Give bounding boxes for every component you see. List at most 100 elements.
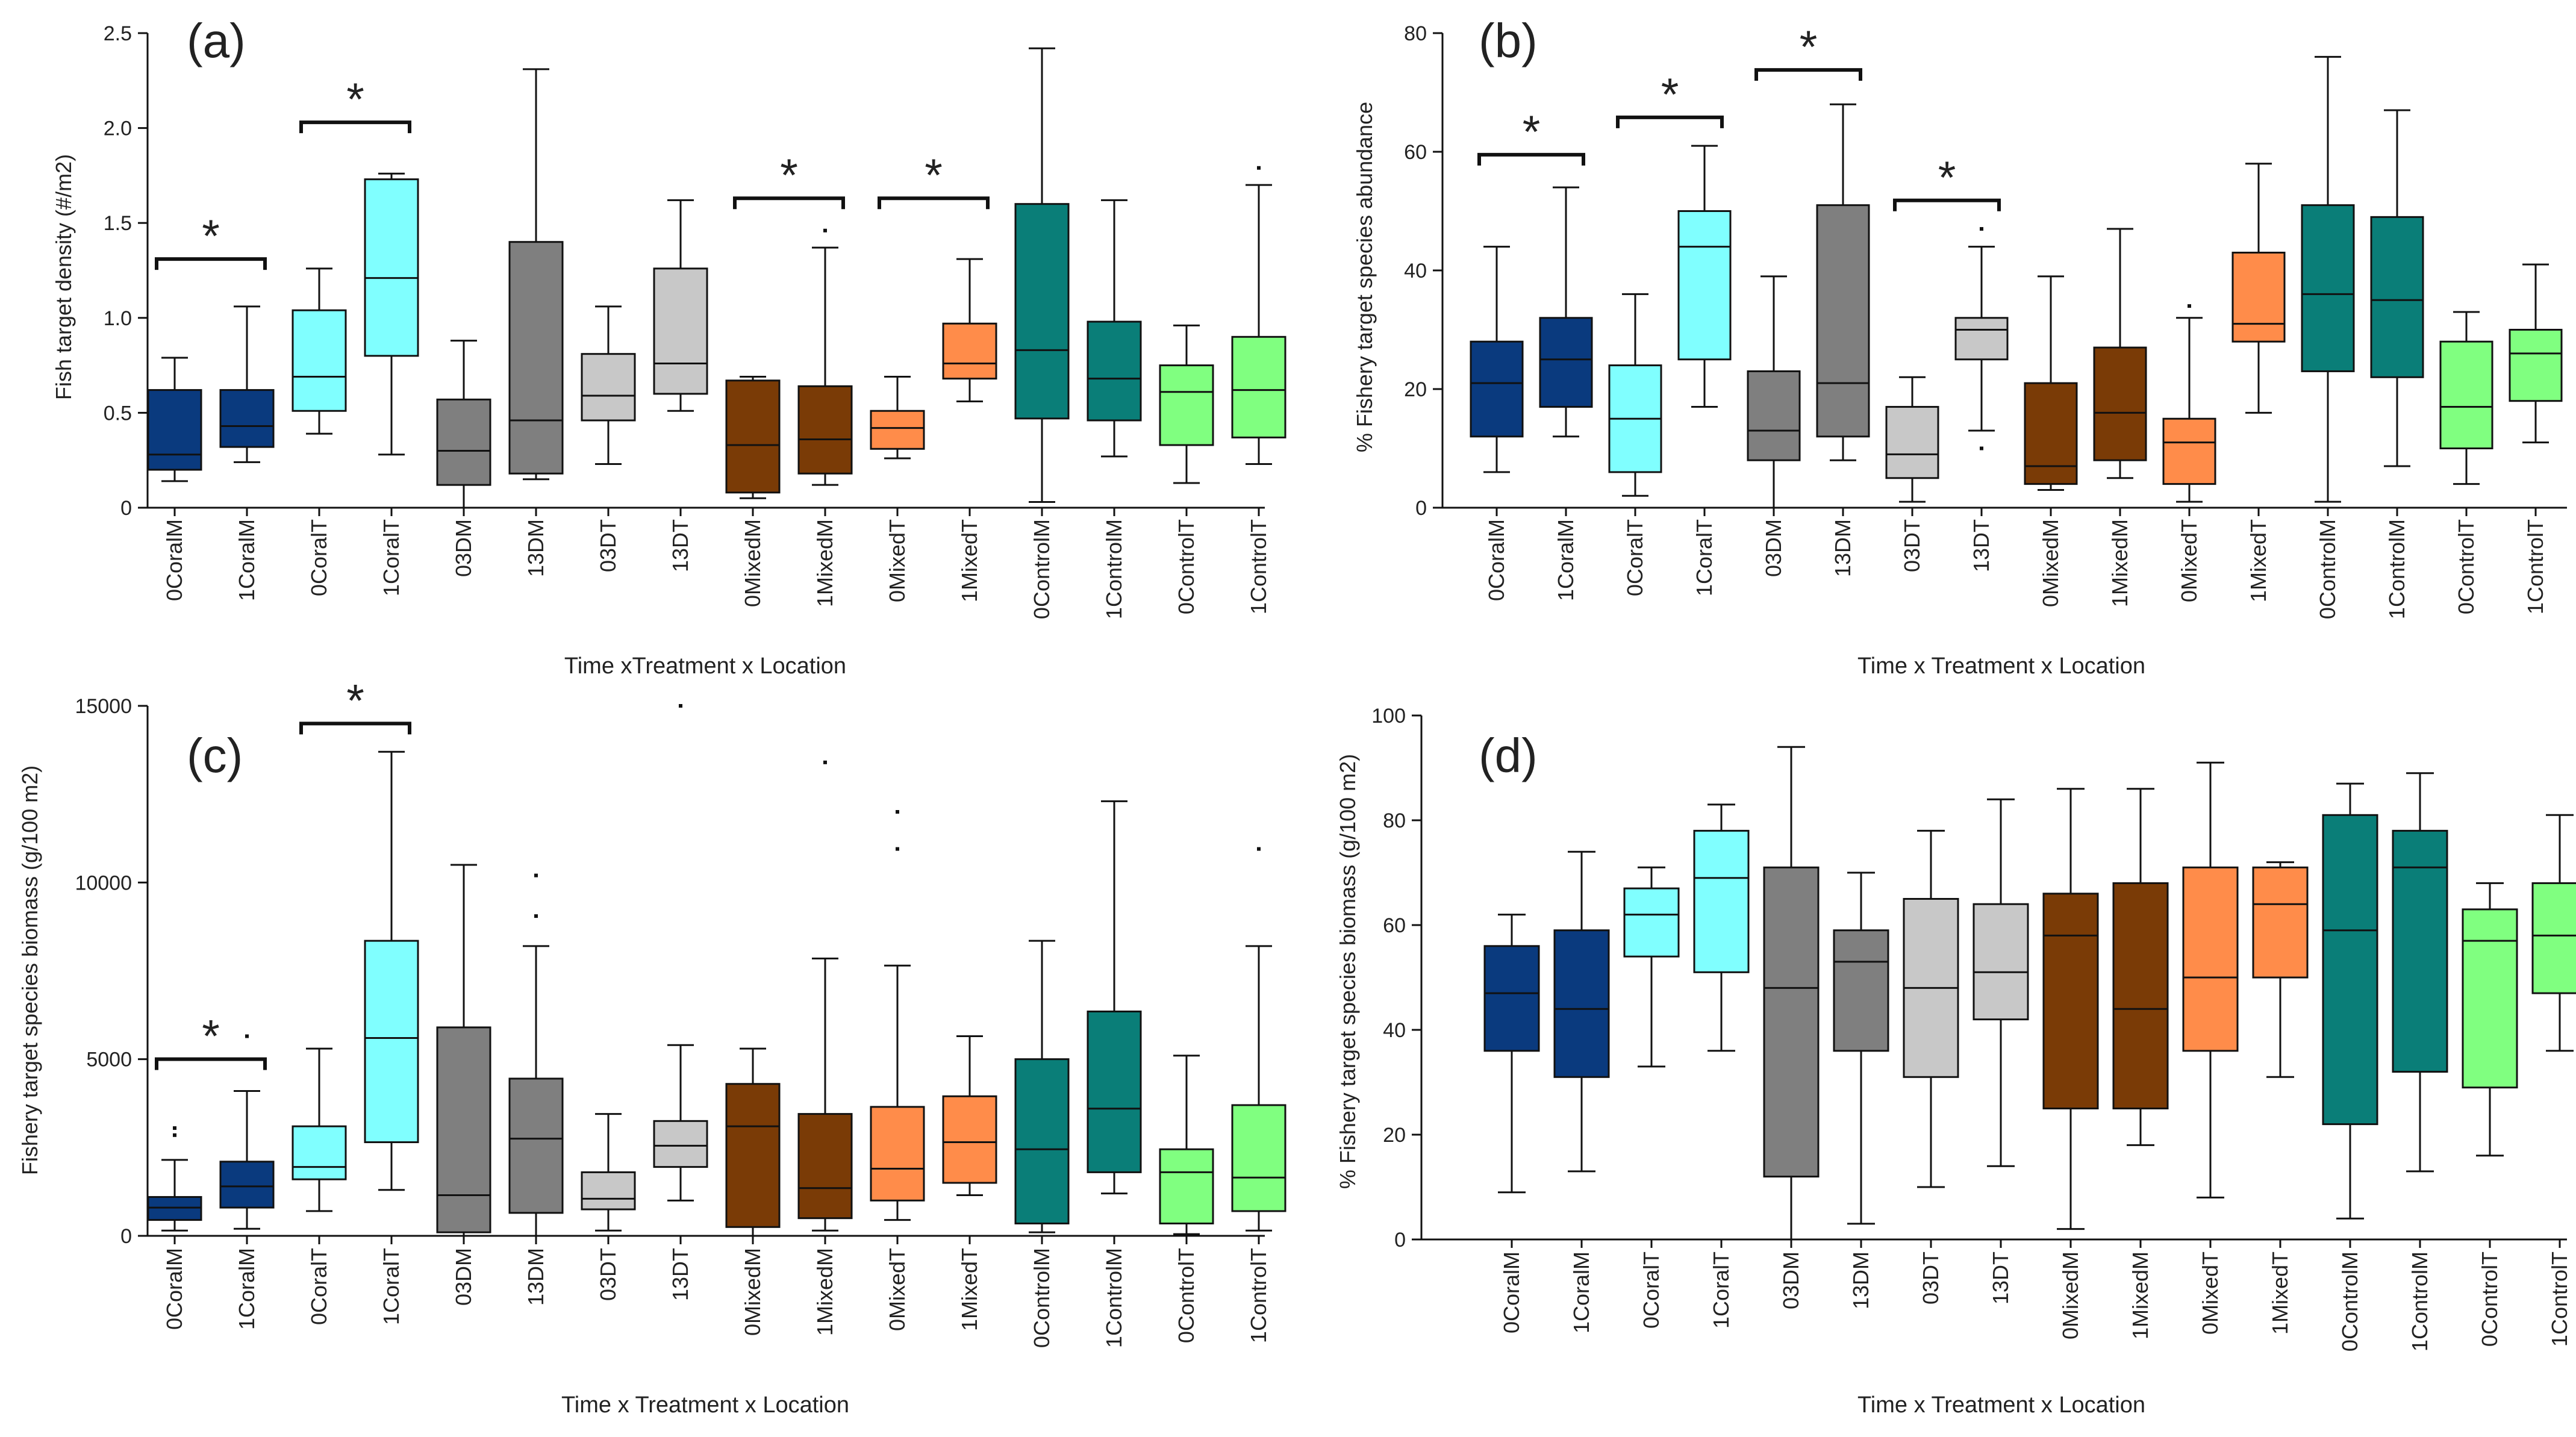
panel-b-box-03DM: [1747, 370, 1801, 461]
panel-a-box-0ControlM: [1014, 203, 1070, 420]
panel-c-box-1MixedT: [942, 1095, 997, 1184]
panel-c-category-label: 0ControlT: [1174, 1248, 1199, 1343]
panel-a-category-label: 13DM: [523, 519, 548, 577]
panel-a-box-1ControlT: [1231, 335, 1286, 438]
panel-a-box-03DT: [581, 353, 636, 422]
panel-b-box-13DT: [1954, 317, 2009, 361]
panel-d-ytick-label: 80: [1383, 809, 1406, 832]
panel-c: (c) Fishery target species biomass (g/10…: [17, 675, 1286, 1418]
panel-b-category-label: 1CoralM: [1553, 519, 1578, 601]
panel-c-box-03DT: [581, 1171, 636, 1211]
panel-b-significance-bracket: [1477, 152, 1585, 166]
panel-d-category-label: 1ControlM: [2407, 1252, 2432, 1351]
panel-a: (a) Fish target density (#/m2) Time xTre…: [51, 14, 1286, 679]
panel-d-category-label: 03DM: [1779, 1252, 1803, 1309]
panel-a-ytick-label: 0: [120, 497, 132, 520]
panel-b-box-0ControlM: [2301, 204, 2355, 372]
panel-d-box-13DM: [1833, 929, 1889, 1052]
panel-a-significance-bracket: [878, 196, 990, 210]
panel-c-xlabel: Time x Treatment x Location: [561, 1392, 849, 1418]
panel-c-outlier: [173, 1126, 176, 1130]
panel-d-box-1ControlT: [2531, 882, 2576, 994]
panel-b-box-1CoralT: [1677, 210, 1732, 361]
panel-b-marks: 0 20 40 60 80 0CoralM 1CoralM 0CoralT 1CoralT 03D…: [1404, 22, 2563, 619]
panel-a-category-label: 0CoralT: [307, 519, 331, 596]
panel-d-category-label: 03DT: [1918, 1252, 1943, 1305]
panel-d-category-label: 0CoralT: [1639, 1252, 1664, 1329]
panel-b-box-03DT: [1885, 406, 1939, 479]
panel-b-ylabel: % Fishery target species abundance: [1352, 102, 1377, 452]
panel-c-category-label: 1MixedM: [812, 1248, 837, 1336]
panel-c-marks: 0 5000 10000 15000 0CoralM 1CoralM 0CoralT 1Cor…: [75, 675, 1286, 1348]
panel-b-box-1MixedT: [2231, 251, 2286, 343]
panel-a-category-label: 1ControlM: [1102, 519, 1126, 619]
panel-b-significance-bracket: [1754, 68, 1862, 81]
panel-c-category-label: 03DM: [451, 1248, 476, 1306]
panel-a-significance-star: *: [346, 74, 364, 125]
panel-b: (b) % Fishery target species abundance T…: [1352, 14, 2567, 679]
panel-d-box-13DT: [1973, 903, 2029, 1021]
panel-b-category-label: 0ControlT: [2454, 519, 2478, 614]
panel-b-category-label: 1MixedT: [2246, 519, 2271, 602]
panel-b-ytick-label: 40: [1404, 260, 1427, 282]
panel-d-box-1ControlM: [2392, 829, 2448, 1073]
panel-a-box-03DM: [436, 398, 491, 486]
panel-c-outlier: [534, 914, 538, 918]
panel-c-outlier: [679, 704, 682, 708]
panel-b-box-1ControlT: [2509, 329, 2563, 402]
panel-d-box-1MixedT: [2252, 866, 2309, 979]
panel-d-category-label: 1CoralT: [1709, 1252, 1733, 1329]
panel-a-category-label: 1MixedT: [957, 519, 982, 602]
panel-b-outlier: [1980, 446, 1983, 450]
panel-c-box-1CoralT: [364, 940, 419, 1144]
panel-c-axes: [146, 706, 1265, 1237]
panel-c-box-03DM: [436, 1026, 491, 1233]
panel-a-outlier: [1257, 166, 1261, 170]
panel-d-ylabel: % Fishery target species biomass (g/100 …: [1335, 754, 1360, 1189]
panel-b-category-label: 03DM: [1761, 519, 1786, 577]
panel-b-significance-bracket: [1616, 115, 1724, 128]
panel-d-ytick-label: 40: [1383, 1019, 1406, 1042]
panel-c-ytick-label: 0: [120, 1225, 132, 1248]
panel-b-box-0ControlT: [2439, 340, 2493, 450]
panel-d-box-1CoralT: [1693, 829, 1750, 973]
panel-c-outlier: [1257, 847, 1261, 851]
panel-b-significance-star: *: [1523, 107, 1541, 158]
panel-b-category-label: 1MixedM: [2107, 519, 2132, 607]
panel-d-box-0CoralM: [1483, 945, 1540, 1052]
panel-a-category-label: 03DM: [451, 519, 476, 577]
panel-a-category-label: 1CoralT: [379, 519, 404, 596]
panel-b-ytick-label: 0: [1415, 497, 1427, 520]
panel-c-box-0MixedT: [870, 1106, 925, 1202]
panel-c-box-1ControlT: [1231, 1104, 1286, 1212]
panel-b-category-label: 03DT: [1900, 519, 1924, 572]
panel-d-ytick-label: 100: [1371, 705, 1406, 728]
panel-b-significance-star: *: [1938, 152, 1956, 204]
panel-c-category-label: 0MixedT: [885, 1248, 909, 1331]
panel-c-outlier: [896, 847, 899, 851]
panel-a-outlier: [823, 228, 827, 232]
panel-a-box-0ControlT: [1159, 364, 1214, 446]
panel-d-category-label: 0CoralM: [1499, 1252, 1524, 1333]
panel-a-box-0MixedT: [870, 410, 925, 450]
panel-d-box-0MixedT: [2182, 866, 2239, 1052]
panel-c-category-label: 0CoralM: [162, 1248, 187, 1330]
panel-b-label: (b): [1479, 14, 1538, 67]
panel-d-category-label: 1MixedT: [2268, 1252, 2292, 1335]
panel-b-category-label: 0MixedM: [2038, 519, 2063, 607]
panel-c-box-0ControlM: [1014, 1058, 1070, 1224]
panel-c-outlier: [896, 810, 899, 814]
panel-c-box-1CoralM: [219, 1161, 275, 1209]
panel-d-box-0MixedM: [2042, 893, 2099, 1110]
panel-b-category-label: 13DT: [1969, 519, 1994, 572]
panel-b-significance-star: *: [1661, 69, 1679, 120]
panel-c-category-label: 0CoralT: [307, 1248, 331, 1325]
panel-c-label: (c): [187, 729, 243, 782]
panel-d-axes: [1420, 715, 2567, 1241]
panel-b-category-label: 0MixedT: [2177, 519, 2201, 602]
panel-a-label: (a): [187, 14, 246, 67]
panel-c-category-label: 1ControlM: [1102, 1248, 1126, 1348]
panel-a-category-label: 1MixedM: [812, 519, 837, 607]
panel-d-category-label: 0MixedM: [2058, 1252, 2083, 1339]
panel-a-box-1MixedT: [942, 322, 997, 380]
